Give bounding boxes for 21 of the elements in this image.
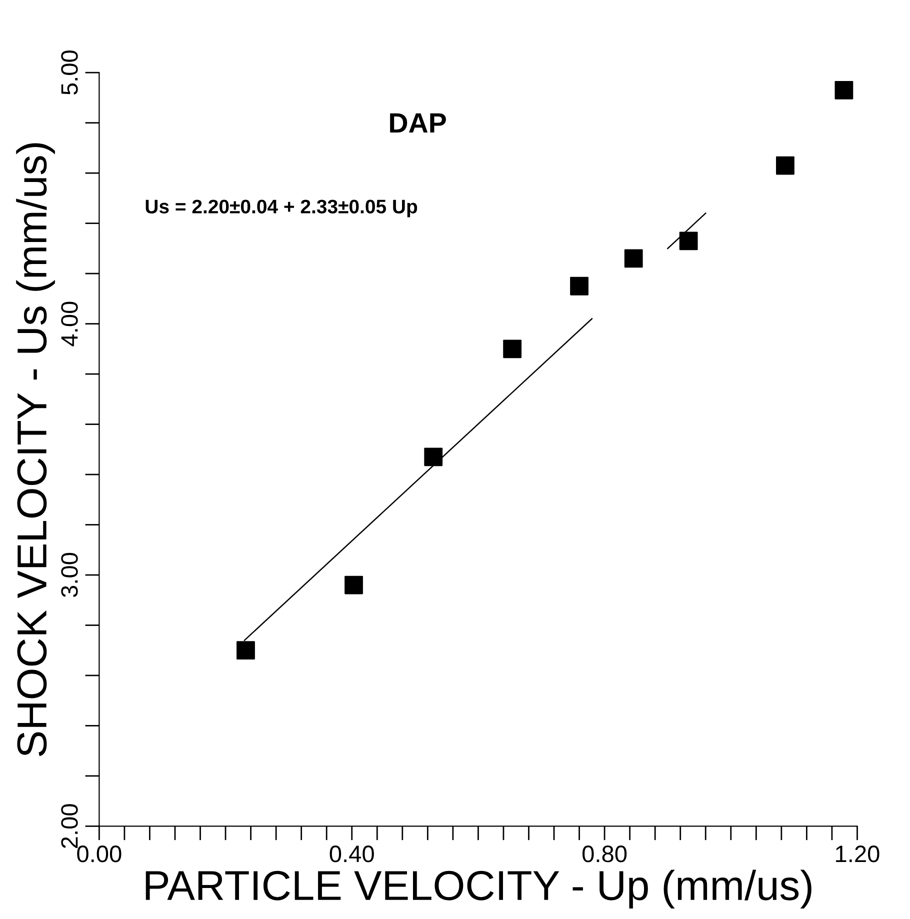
x-tick-label: 0.80 [582, 846, 627, 862]
x-tick-label: 1.20 [836, 846, 880, 862]
y-tick-label: 3.00 [61, 552, 78, 598]
point [424, 448, 443, 466]
point [679, 232, 698, 250]
point [624, 249, 643, 268]
y-tick-label: 5.00 [61, 50, 78, 95]
x-tick-label: 0.40 [330, 846, 374, 862]
point [834, 80, 854, 100]
x-axis-title: PARTICLE VELOCITY - Up (mm/us) [146, 870, 812, 909]
point [503, 340, 522, 358]
point [776, 156, 794, 175]
annotation: Us = 2.20±0.04 + 2.33±0.05 Up [146, 200, 418, 218]
y-tick-label: 4.00 [61, 302, 78, 346]
point [570, 276, 588, 296]
text: DAP [390, 113, 446, 133]
point [236, 641, 255, 660]
y-tick-label: 2.00 [61, 804, 78, 848]
y-axis-title: SHOCK VELOCITY - Us (mm/us) [16, 143, 55, 756]
x-tick-label: 0.00 [77, 846, 122, 862]
point [344, 576, 363, 594]
